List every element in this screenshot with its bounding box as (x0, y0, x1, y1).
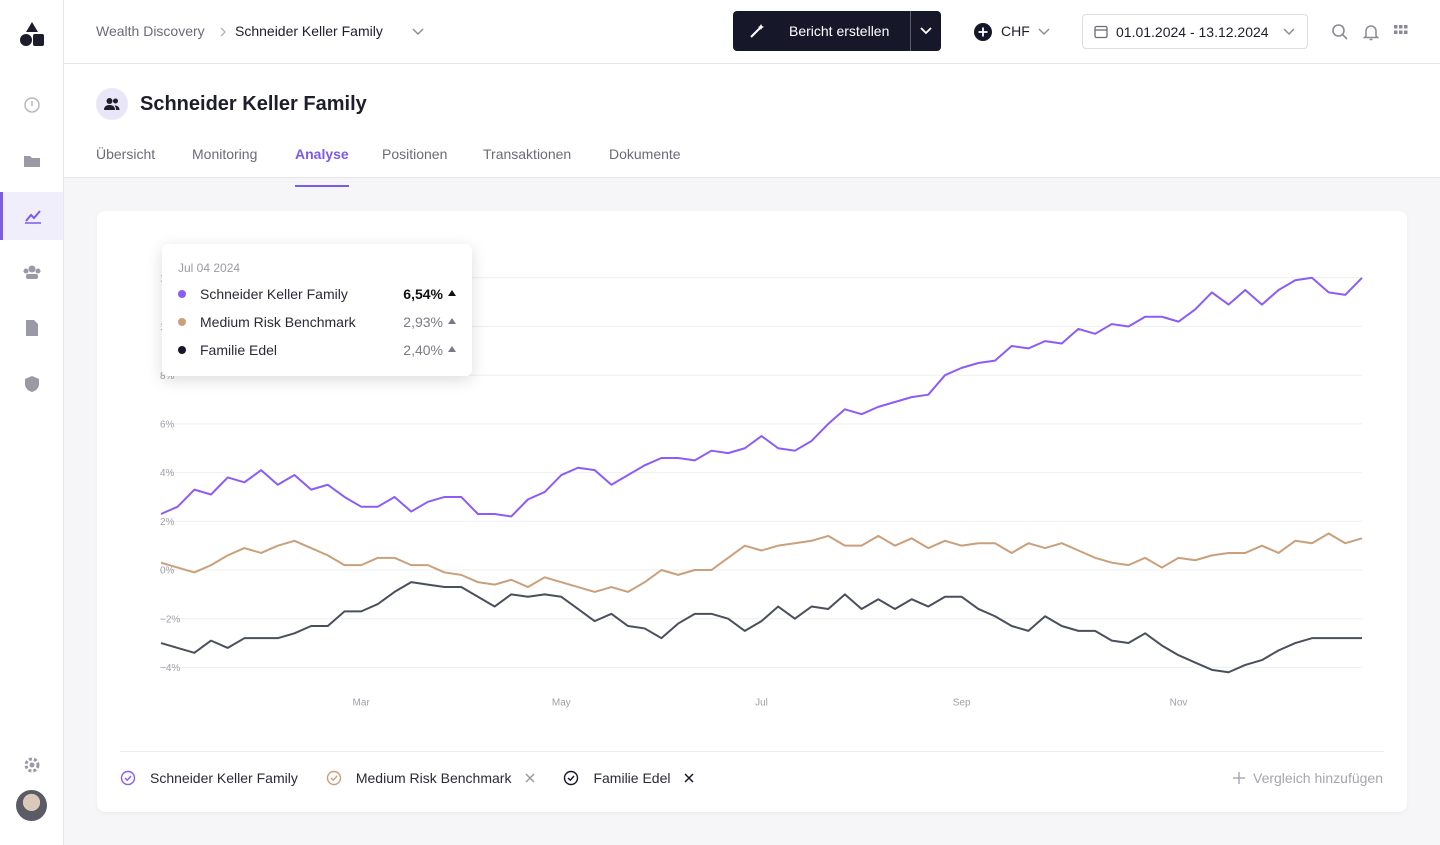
user-avatar[interactable] (16, 790, 47, 821)
nav-analysis[interactable] (24, 207, 42, 225)
y-tick-label: 4% (160, 468, 175, 479)
currency-dropdown[interactable] (1037, 26, 1051, 38)
nav-alerts[interactable] (23, 96, 41, 114)
currency[interactable]: CHF (1001, 23, 1030, 39)
remove-x (684, 773, 695, 783)
tooltip-date: Jul 04 2024 (178, 261, 241, 275)
legend-remove[interactable] (525, 773, 535, 783)
tooltip-value: 2,40% (403, 342, 443, 358)
y-tick-label: −2% (160, 614, 180, 625)
legend-item[interactable]: Medium Risk Benchmark (326, 770, 536, 786)
apps-icon[interactable] (1394, 25, 1408, 37)
date-range-picker[interactable]: 01.01.2024 - 13.12.2024 (1082, 14, 1308, 49)
x-tick-label: Mar (353, 698, 371, 709)
legend-check (120, 770, 136, 786)
y-tick-label: −4% (160, 663, 180, 674)
notifications-icon[interactable] (1362, 23, 1380, 41)
tooltip-dot (178, 290, 186, 298)
tooltip-dot (178, 346, 186, 354)
check-circle (120, 770, 136, 786)
legend-remove[interactable] (684, 773, 695, 783)
tab-underline (295, 185, 349, 187)
x-tick-label: Jul (755, 698, 768, 709)
nav-reports[interactable] (24, 319, 40, 337)
legend-label: Medium Risk Benchmark (355, 770, 512, 786)
search-icon[interactable] (1331, 23, 1349, 41)
report-button-label: Bericht erstellen (789, 23, 890, 39)
tab[interactable]: Monitoring (192, 146, 258, 162)
magic-icon (750, 24, 764, 38)
trend-up (448, 318, 456, 324)
legend-check (326, 770, 342, 786)
tooltip-series-name: Schneider Keller Family (200, 286, 348, 302)
button-divider (910, 11, 911, 51)
y-tick-label: 6% (160, 420, 175, 431)
legend-label: Schneider Keller Family (150, 770, 298, 786)
legend-item[interactable]: Schneider Keller Family (120, 770, 298, 786)
tab[interactable]: Übersicht (96, 146, 156, 162)
nav-folders[interactable] (23, 152, 41, 170)
remove-x (525, 773, 535, 783)
date-dropdown (1283, 28, 1295, 35)
legend-divider (120, 751, 1384, 752)
x-tick-label: Nov (1170, 698, 1188, 709)
tooltip-value: 2,93% (403, 314, 443, 330)
check-circle (326, 770, 342, 786)
check-mark (330, 775, 338, 782)
breadcrumb-root[interactable]: Wealth Discovery (96, 23, 205, 39)
tooltip: Jul 04 2024 Schneider Keller Family 6,54%… (162, 244, 472, 376)
breadcrumb-dropdown[interactable] (411, 26, 425, 38)
y-tick-label: 8% (160, 371, 175, 382)
legend-check (564, 770, 579, 786)
tooltip-series-name: Familie Edel (200, 342, 278, 358)
plus-icon (1233, 772, 1245, 784)
top-bar: Wealth Discovery Schneider Keller Family… (64, 0, 1440, 64)
check-circle (564, 770, 579, 786)
legend-label: Familie Edel (593, 770, 671, 786)
add-comparison[interactable]: Vergleich hinzufügen (1233, 771, 1383, 785)
report-button[interactable]: Bericht erstellen (733, 11, 941, 51)
tab[interactable]: Analyse (295, 146, 349, 162)
legend-item[interactable]: Familie Edel (563, 770, 695, 786)
tooltip-trend-icon (448, 346, 456, 352)
calendar-icon (1094, 25, 1108, 39)
tooltip-dot (178, 318, 186, 326)
check-mark (567, 775, 575, 782)
nav-security[interactable] (24, 375, 40, 393)
client-header: Schneider Keller Family (64, 64, 1440, 178)
nav-settings[interactable] (23, 756, 41, 774)
tooltip-value: 6,54% (403, 286, 443, 302)
breadcrumb-separator (220, 27, 226, 37)
date-range: 01.01.2024 - 13.12.2024 (1116, 24, 1269, 40)
tooltip-series-name: Medium Risk Benchmark (200, 314, 356, 330)
currency-icon (974, 23, 992, 41)
x-tick-label: Sep (953, 698, 971, 709)
y-tick-label: 0% (160, 566, 175, 577)
trend-up (448, 346, 456, 352)
tooltip-trend-icon (448, 290, 456, 296)
nav-clients[interactable] (22, 263, 42, 281)
y-tick-label: 2% (160, 517, 175, 528)
x-tick-label: May (552, 698, 571, 709)
series-line (160, 581, 1362, 674)
legend: Schneider Keller Family Medium Risk Bench… (120, 766, 695, 790)
tab[interactable]: Dokumente (609, 146, 681, 162)
trend-up (448, 290, 456, 296)
add-comparison-label: Vergleich hinzufügen (1253, 770, 1383, 786)
report-dropdown[interactable] (919, 25, 933, 37)
tab[interactable]: Positionen (382, 146, 448, 162)
logo (20, 22, 44, 46)
sidebar (0, 0, 64, 845)
client-avatar (96, 88, 128, 120)
series-line (160, 532, 1363, 593)
client-title: Schneider Keller Family (140, 93, 367, 115)
breadcrumb-current: Schneider Keller Family (235, 23, 383, 39)
tab[interactable]: Transaktionen (483, 146, 572, 162)
tooltip-trend-icon (448, 318, 456, 324)
check-mark (124, 775, 132, 782)
series-line (160, 276, 1363, 518)
client-icon (104, 98, 120, 110)
